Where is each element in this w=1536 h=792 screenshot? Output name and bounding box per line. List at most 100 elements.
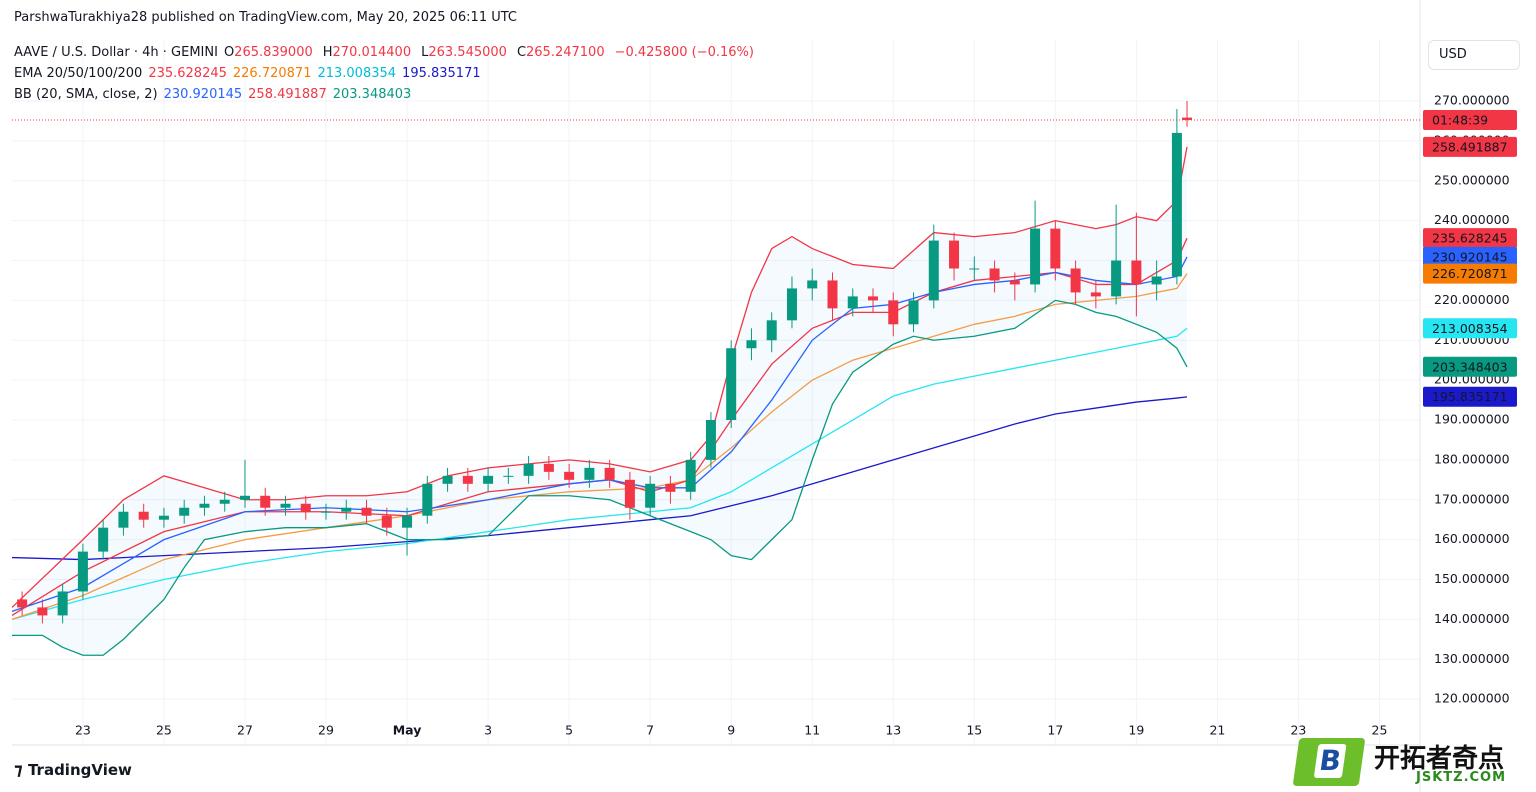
watermark-name: 开拓者奇点: [1374, 744, 1505, 774]
candle-body: [98, 527, 109, 552]
candle-body: [908, 300, 919, 325]
y-tick-label: 120.000000: [1434, 691, 1510, 706]
x-tick-label: 23: [75, 723, 91, 738]
indicator-line: [11, 256, 1188, 613]
x-tick-label: 13: [885, 723, 901, 738]
x-tick-label: 19: [1128, 723, 1144, 738]
candle-body: [1030, 228, 1041, 285]
candle-body: [989, 268, 1000, 281]
candle-body: [158, 515, 169, 520]
candle-body: [341, 507, 352, 512]
candle-body: [1009, 280, 1020, 285]
candle-body: [1090, 292, 1101, 297]
candle-body: [807, 280, 818, 289]
candle-body: [726, 348, 737, 421]
logo: ⁊ TradingView: [14, 760, 132, 780]
candle-body: [564, 471, 575, 480]
x-tick-label: 29: [318, 723, 334, 738]
candle-body: [604, 467, 615, 480]
candle-body: [280, 503, 291, 508]
candle-body: [827, 280, 838, 309]
ema-value: 235.628245: [148, 66, 227, 81]
candle-body: [685, 459, 696, 492]
x-tick-label: 25: [1372, 723, 1388, 738]
bb-label: BB (20, SMA, close, 2): [14, 87, 158, 102]
price-tag: 203.348403: [1432, 359, 1508, 374]
watermark-box: B: [1292, 738, 1366, 786]
candle-body: [645, 483, 656, 508]
bb-value: 258.491887: [248, 87, 327, 102]
countdown-tag-bg: [1423, 109, 1517, 130]
x-tick-label: 15: [966, 723, 982, 738]
candle-body: [321, 511, 332, 513]
candle-body: [969, 268, 980, 270]
candle-body: [199, 503, 210, 508]
candle-body: [219, 499, 230, 504]
ema-value: 226.720871: [232, 66, 312, 81]
watermark-url: JSKTZ.COM: [1416, 770, 1507, 785]
y-tick-label: 240.000000: [1434, 212, 1510, 227]
candle-body: [705, 420, 716, 460]
x-tick-label: 5: [565, 723, 573, 738]
ohlc-label: O: [223, 45, 235, 60]
candle-body: [300, 503, 311, 512]
candle-body: [949, 240, 960, 269]
x-tick-label: 3: [484, 723, 492, 738]
ohlc-value: 265.247100: [526, 45, 605, 60]
candle-body: [746, 340, 757, 349]
x-tick-label: 25: [156, 723, 172, 738]
symbol-title: AAVE / U.S. Dollar · 4h · GEMINI: [14, 45, 218, 60]
candle-body: [37, 607, 48, 616]
candle-body: [239, 495, 250, 500]
candle-body: [928, 240, 939, 301]
price-tag-bg: [1423, 386, 1517, 407]
ema-value: 195.835171: [402, 66, 481, 81]
ema-label: EMA 20/50/100/200: [14, 66, 143, 81]
candle-body: [786, 288, 797, 321]
price-tag-bg: [1423, 136, 1517, 157]
candle-body: [17, 599, 28, 608]
ohlc-label: C: [516, 45, 527, 60]
candle-body: [402, 515, 413, 528]
price-tag-bg: [1423, 246, 1517, 267]
candle-body: [260, 495, 271, 508]
ohlc-item: H270.014400: [323, 45, 417, 60]
watermark-letter: B: [1313, 744, 1347, 778]
candle-body: [868, 296, 879, 301]
ohlc-value: 263.545000: [428, 45, 507, 60]
x-tick-label: May: [393, 723, 422, 738]
price-tag: 230.920145: [1432, 249, 1508, 264]
symbol-line: AAVE / U.S. Dollar · 4h · GEMINI O265.839…: [14, 45, 760, 60]
logo-icon: ⁊: [14, 760, 23, 780]
ohlc-item: O265.839000: [224, 45, 319, 60]
y-tick-label: 250.000000: [1434, 172, 1510, 187]
ohlc-value: 270.014400: [332, 45, 412, 60]
countdown-tag: 01:48:39: [1432, 112, 1488, 127]
x-tick-label: 27: [237, 723, 253, 738]
price-tag-bg: [1423, 356, 1517, 377]
x-tick-label: 11: [804, 723, 820, 738]
price-tag-bg: [1423, 318, 1517, 339]
candle-body: [543, 463, 554, 472]
candle-body: [1070, 268, 1081, 293]
x-tick-label: 7: [646, 723, 654, 738]
candle-body: [584, 467, 595, 480]
candle-body: [523, 463, 534, 476]
candle-body: [361, 507, 372, 516]
y-tick-label: 160.000000: [1434, 531, 1510, 546]
candle-body: [422, 483, 433, 516]
ohlc-label: H: [322, 45, 333, 60]
candle-body: [1131, 260, 1142, 285]
price-tag-bg: [1423, 263, 1517, 284]
bb-value: 203.348403: [332, 87, 412, 102]
change: −0.425800 (−0.16%): [614, 45, 754, 60]
price-tag: 235.628245: [1432, 231, 1508, 246]
x-tick-label: 21: [1209, 723, 1225, 738]
ohlc-item: C265.247100: [517, 45, 611, 60]
indicator-line: [11, 237, 1188, 616]
indicator-line: [11, 396, 1188, 561]
logo-text: TradingView: [27, 761, 132, 779]
currency-button[interactable]: USD: [1428, 40, 1520, 70]
